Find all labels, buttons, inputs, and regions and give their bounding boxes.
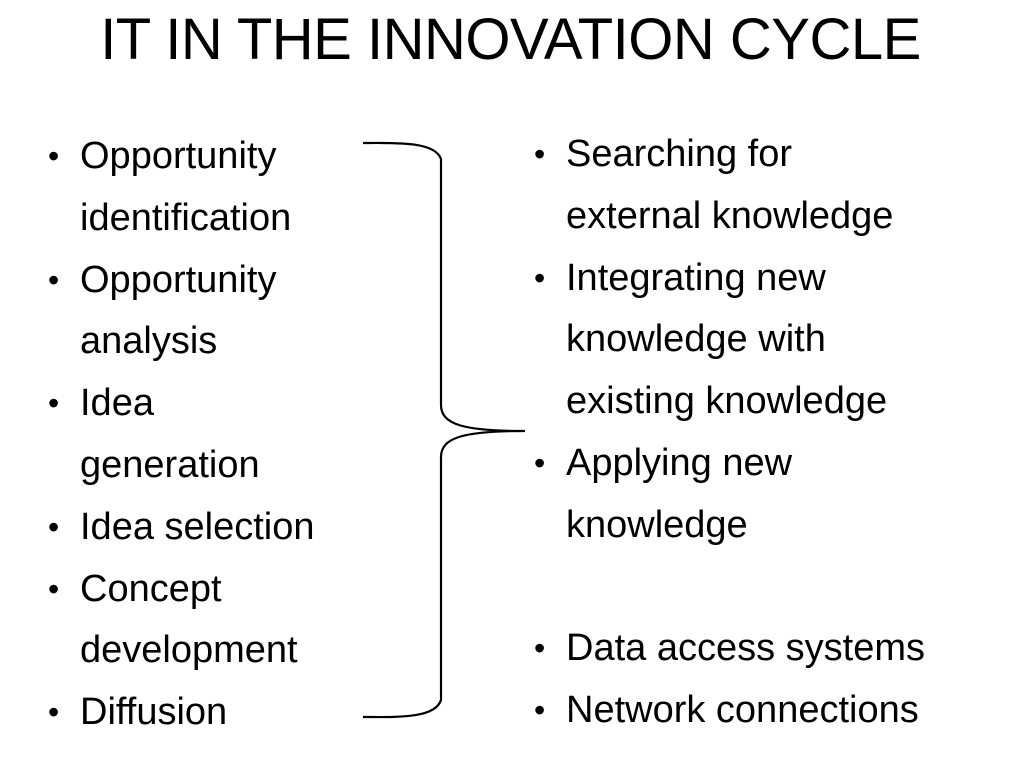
list-item: • Searching for external knowledge [534, 124, 1016, 248]
bullet-icon: • [534, 630, 546, 667]
list-item-line: Integrating new [566, 256, 826, 299]
knowledge-activities-list: • Searching for external knowledge • Integra… [534, 124, 1016, 742]
list-item-line: Idea selection [80, 505, 315, 548]
list-item-line: Concept [80, 567, 222, 610]
list-item-line: generation [80, 443, 260, 486]
list-item: • Idea selection [48, 497, 380, 559]
list-item-line: analysis [80, 320, 218, 363]
list-item: • Opportunity analysis [48, 250, 380, 374]
list-item: • Diffusion [48, 682, 380, 744]
list-item: • Integrating new knowledge with existing k… [534, 248, 1016, 433]
innovation-steps-list: • Opportunity identification • Opportunity an… [48, 126, 380, 744]
list-item-line: Applying new [566, 441, 793, 484]
bullet-icon: • [534, 444, 546, 481]
list-item: • Network connections [534, 680, 1016, 742]
bullet-icon: • [48, 261, 60, 298]
list-item: • Opportunity identification [48, 126, 380, 250]
list-item-line: Opportunity [80, 135, 277, 177]
list-item: • Concept development [48, 559, 380, 683]
list-item-line: development [80, 629, 298, 672]
list-item-line: Data access systems [566, 627, 925, 670]
list-item-line: knowledge [566, 503, 748, 546]
list-item: • Idea generation [48, 373, 380, 497]
list-item-line: Opportunity [80, 258, 277, 301]
bullet-icon: • [534, 136, 546, 172]
list-item: • Data access systems [534, 618, 1016, 680]
curly-brace [362, 141, 526, 719]
list-item: • Applying new knowledge [534, 433, 1016, 557]
bullet-icon: • [48, 570, 60, 607]
bullet-icon: • [48, 385, 60, 422]
list-item-line: identification [80, 196, 292, 239]
slide-title: IT IN THE INNOVATION CYCLE [100, 7, 921, 72]
list-item-line: Searching for [566, 133, 793, 175]
list-item-line: Network connections [566, 689, 919, 732]
list-item-line: external knowledge [566, 194, 894, 237]
bullet-icon: • [534, 692, 546, 729]
list-item-line: knowledge with [566, 318, 826, 361]
list-item-line: existing knowledge [566, 380, 888, 423]
bullet-icon: • [534, 259, 546, 296]
bullet-icon: • [48, 694, 60, 731]
bullet-icon: • [48, 508, 60, 545]
bullet-icon: • [48, 138, 60, 174]
list-item-line: Idea [80, 382, 154, 425]
list-item-line: Diffusion [80, 691, 228, 734]
